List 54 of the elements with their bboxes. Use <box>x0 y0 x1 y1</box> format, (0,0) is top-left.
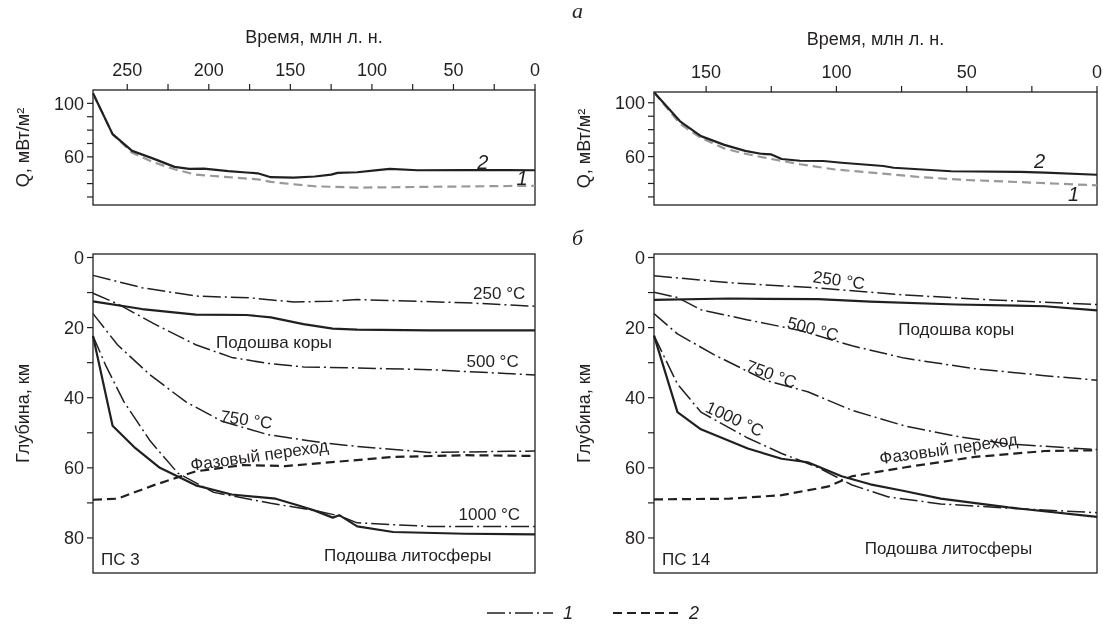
legend-label: 2 <box>688 603 700 624</box>
series-label: Подошва коры <box>215 332 333 352</box>
x-tick-label: 0 <box>529 60 541 80</box>
y-axis-title: Глубина, км <box>574 363 595 464</box>
y-axis-title: Q, мВт/м² <box>13 107 34 188</box>
x-axis-title: Время, млн л. н. <box>245 27 383 47</box>
series-label: 2 <box>476 151 489 174</box>
y-axis-title: Глубина, км <box>13 363 34 464</box>
annotation: ПС 14 <box>662 550 711 569</box>
y-tick-label: 40 <box>624 388 645 409</box>
x-tick-label: 200 <box>193 60 224 80</box>
y-tick-label: 60 <box>63 147 84 168</box>
x-tick-label: 100 <box>356 60 387 80</box>
series-label: 1 <box>1067 182 1080 205</box>
y-tick-label: 80 <box>63 528 84 549</box>
x-tick-label: 150 <box>691 62 722 82</box>
x-tick-label: 50 <box>443 60 464 80</box>
y-tick-label: 100 <box>614 93 645 114</box>
y-tick-label: 20 <box>624 317 645 338</box>
y-tick-label: 20 <box>63 317 84 338</box>
text: 750 °C <box>219 406 274 433</box>
series-label: 2 <box>1033 150 1046 173</box>
y-axis-title: Q, мВт/м² <box>574 108 595 189</box>
legend-label: 1 <box>563 603 574 624</box>
x-tick-label: 150 <box>275 60 306 80</box>
series-label: 250 °C <box>473 283 526 303</box>
y-tick-label: 0 <box>73 247 84 268</box>
text: 1000 °C <box>702 397 767 441</box>
y-tick-label: 60 <box>624 146 645 167</box>
x-axis-title: Время, млн л. н. <box>806 29 945 49</box>
y-tick-label: 80 <box>624 528 645 549</box>
y-tick-label: 100 <box>53 93 84 114</box>
text: Фазовый переход <box>189 436 330 475</box>
x-tick-label: 250 <box>112 60 143 80</box>
series-label: 1 <box>516 167 528 190</box>
text: б <box>572 225 584 250</box>
x-tick-label: 100 <box>821 62 852 82</box>
series-label: 500 °C <box>466 351 519 371</box>
y-tick-label: 60 <box>624 458 645 479</box>
text: 500 °C <box>785 313 841 346</box>
series-label: Подошва коры <box>898 319 1015 339</box>
series-label: 1000 °C <box>458 505 521 525</box>
series-label: Подошва литосферы <box>864 539 1033 559</box>
y-tick-label: 0 <box>634 247 645 268</box>
text: 750 °C <box>743 356 799 393</box>
series-label: Подошва литосферы <box>324 546 492 566</box>
y-tick-label: 60 <box>63 458 84 479</box>
text: Фазовый переход <box>878 429 1019 469</box>
x-tick-label: 0 <box>1091 62 1103 82</box>
text: а <box>572 0 583 23</box>
x-tick-label: 50 <box>956 62 977 82</box>
y-tick-label: 40 <box>63 388 84 409</box>
annotation: ПС 3 <box>101 550 140 569</box>
text: 250 °C <box>811 267 867 294</box>
